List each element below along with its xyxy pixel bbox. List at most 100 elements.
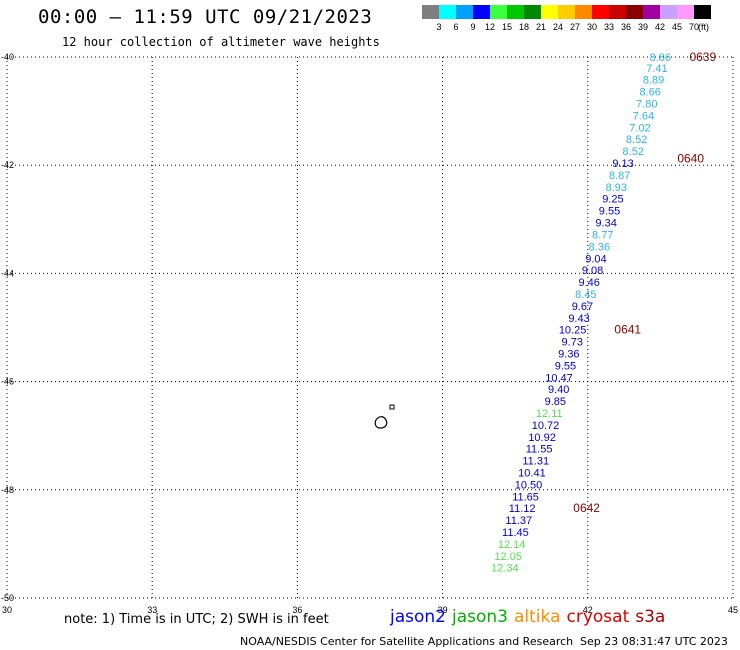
color-scale-unit: (ft) (698, 22, 709, 32)
wave-height-value: 9.46 (578, 277, 599, 289)
color-swatch (592, 5, 609, 19)
wave-height-value: 9.73 (562, 337, 583, 349)
x-tick-label: 42 (583, 605, 593, 615)
wave-height-value: 9.34 (595, 218, 616, 230)
wave-height-value: 8.87 (609, 170, 630, 182)
wave-height-value: 11.12 (509, 503, 536, 515)
wave-height-value: 7.02 (629, 122, 650, 134)
pass-time-label: 0641 (614, 323, 641, 337)
wave-height-points: 8.867.418.898.667.807.647.028.528.529.13… (491, 52, 671, 575)
color-scale-label: 12 (485, 22, 495, 32)
satellite-jason2: jason2 (390, 607, 446, 627)
wave-height-value: 10.41 (518, 467, 546, 479)
wave-height-value: 9.13 (612, 158, 633, 170)
color-swatch (490, 5, 507, 19)
wave-height-value: 12.34 (491, 563, 519, 575)
wave-height-value: 12.05 (494, 551, 522, 563)
color-swatch (439, 5, 456, 19)
wave-height-value: 10.25 (559, 325, 587, 337)
lat-lon-grid (6, 56, 734, 599)
color-scale-label: 24 (553, 22, 563, 32)
color-swatch (626, 5, 643, 19)
wave-height-value: 8.52 (623, 146, 644, 158)
color-swatch (473, 5, 490, 19)
axis-tick-labels: 30 33 36 39 42 45 -40 -42 -44 -46 -48 -50 (1, 52, 738, 615)
y-tick-label: -48 (1, 485, 14, 495)
color-swatch (575, 5, 592, 19)
color-swatch (558, 5, 575, 19)
color-scale-label: 21 (536, 22, 546, 32)
wave-height-value: 9.55 (555, 360, 576, 372)
wave-height-value: 8.77 (592, 229, 613, 241)
satellite-jason3: jason3 (452, 607, 508, 627)
color-swatch (541, 5, 558, 19)
y-tick-label: -46 (1, 377, 14, 387)
wave-height-value: 8.93 (606, 182, 627, 194)
wave-height-value: 7.41 (646, 63, 667, 75)
wave-height-value: 8.52 (626, 134, 647, 146)
wave-height-value: 11.65 (512, 491, 539, 503)
color-scale-legend: 3 6 9 12 15 18 21 24 27 30 33 36 39 42 45 70(ft) (422, 5, 711, 32)
wave-height-value: 9.08 (582, 265, 603, 277)
wave-height-value: 11.45 (502, 527, 529, 539)
color-scale-label: 15 (502, 22, 512, 32)
x-tick-label: 33 (147, 605, 157, 615)
color-scale-label: 3 (436, 22, 441, 32)
chart-subtitle: 12 hour collection of altimeter wave hei… (62, 35, 380, 49)
satellite-s3a: s3a (635, 607, 666, 627)
pass-time-label: 0642 (573, 501, 600, 515)
island-outline (374, 404, 395, 429)
wave-height-value: 9.40 (548, 384, 569, 396)
wave-height-value: 10.72 (532, 420, 560, 432)
x-tick-label: 45 (728, 605, 738, 615)
wave-height-value: 9.67 (572, 301, 593, 313)
wave-height-value: 8.66 (639, 87, 660, 99)
time-labels: 0639 0640 0641 0642 (573, 50, 716, 515)
wave-height-value: 8.89 (643, 75, 664, 87)
wave-height-value: 9.85 (545, 396, 566, 408)
color-scale-label: 30 (587, 22, 597, 32)
color-swatch (609, 5, 626, 19)
color-scale-label: 42 (655, 22, 665, 32)
color-scale-label: 6 (453, 22, 458, 32)
y-tick-label: -44 (1, 268, 14, 278)
color-scale-label: 18 (519, 22, 529, 32)
x-tick-label: 36 (292, 605, 302, 615)
wave-height-value: 8.86 (650, 52, 671, 64)
y-tick-label: -42 (1, 160, 14, 170)
color-scale-label: 27 (570, 22, 580, 32)
wave-height-value: 9.04 (585, 253, 606, 265)
color-scale-label: 36 (621, 22, 631, 32)
color-swatch (524, 5, 541, 19)
footer-timestamp: Sep 23 08:31:47 UTC 2023 (580, 635, 728, 648)
satellite-cryosat: cryosat (566, 607, 630, 627)
wave-height-value: 8.45 (575, 289, 596, 301)
color-scale-label: 70 (689, 22, 699, 32)
y-tick-label: -50 (1, 593, 14, 603)
wave-height-value: 8.36 (589, 241, 610, 253)
satellite-altika: altika (514, 607, 561, 627)
y-tick-label: -40 (1, 52, 14, 62)
pass-time-label: 0640 (677, 152, 704, 166)
chart-title: 00:00 – 11:59 UTC 09/21/2023 (38, 6, 373, 28)
wave-height-value: 9.55 (599, 206, 620, 218)
color-scale-label: 45 (672, 22, 682, 32)
wave-height-value: 9.36 (558, 348, 579, 360)
pass-time-label: 0639 (689, 50, 716, 64)
wave-height-value: 11.37 (505, 515, 532, 527)
color-swatch (677, 5, 694, 19)
color-swatch (694, 5, 711, 19)
units-note: note: 1) Time is in UTC; 2) SWH is in fe… (64, 612, 329, 627)
satellite-legend: jason2 jason3 altika cryosat s3a (390, 607, 671, 627)
wave-height-value: 11.31 (522, 456, 549, 468)
color-swatch (643, 5, 660, 19)
color-scale-label: 39 (638, 22, 648, 32)
wave-height-value: 10.50 (515, 479, 543, 491)
wave-height-value: 9.43 (568, 313, 589, 325)
color-swatch (422, 5, 439, 19)
x-tick-label: 30 (2, 605, 12, 615)
wave-height-value: 9.25 (602, 194, 623, 206)
color-scale-label: 9 (470, 22, 475, 32)
wave-height-value: 7.80 (636, 99, 657, 111)
